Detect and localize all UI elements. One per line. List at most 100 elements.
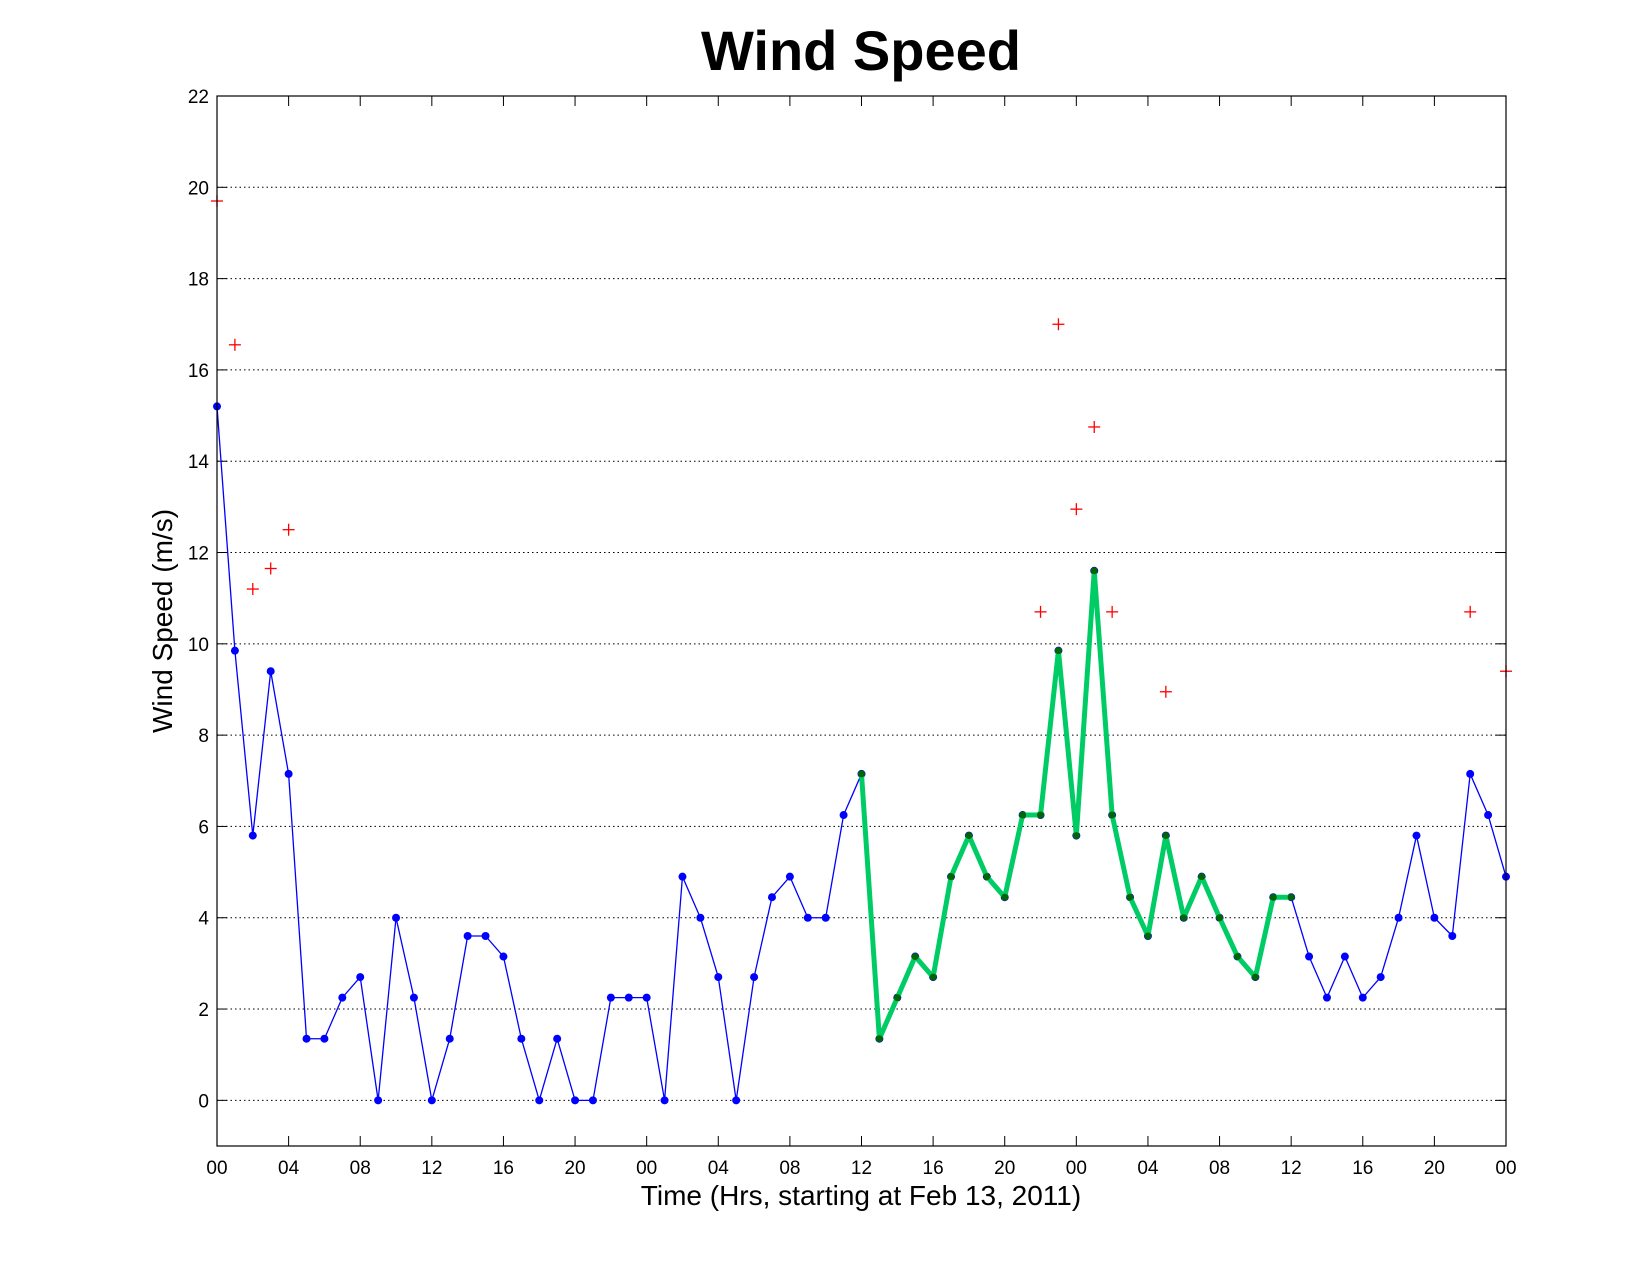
green-data-point [929,973,937,981]
x-tick-label: 20 [994,1158,1015,1179]
green-data-point [1233,953,1241,961]
x-tick-label: 08 [1209,1158,1230,1179]
y-tick-label: 4 [198,909,209,930]
blue-data-point [427,1096,436,1105]
red-plus-marker [264,562,277,575]
green-data-point [1144,932,1152,940]
blue-data-point [1376,973,1385,982]
blue-data-point [445,1034,454,1043]
blue-data-point [588,1096,597,1105]
y-tick-label: 0 [198,1091,209,1112]
blue-data-point [606,993,615,1002]
blue-data-point [320,1034,329,1043]
red-plus-marker [246,583,259,596]
blue-data-point [571,1096,580,1105]
x-tick-label: 04 [1137,1158,1159,1179]
x-tick-label: 12 [1281,1158,1302,1179]
y-tick-label: 14 [188,452,210,473]
y-tick-label: 8 [198,726,209,747]
green-data-point [858,770,865,778]
blue-data-point [1412,831,1421,840]
x-tick-label: 12 [851,1158,872,1179]
green-data-point [965,832,973,840]
x-tick-label: 16 [923,1158,944,1179]
y-tick-label: 22 [188,87,209,108]
red-plus-marker [1034,605,1047,618]
red-plus-marker [282,523,295,536]
blue-data-point [284,769,293,778]
green-data-point [1162,832,1170,840]
green-data-point [1126,893,1134,901]
blue-data-point [750,973,759,982]
red-plus-marker [1464,605,1477,618]
blue-data-point [732,1096,741,1105]
x-tick-label: 20 [564,1158,585,1179]
blue-data-point [785,872,794,881]
green-data-point [911,953,919,961]
y-tick-label: 16 [188,361,209,382]
blue-data-point [660,1096,669,1105]
x-tick-label: 16 [1352,1158,1373,1179]
series-layer [211,195,1512,1105]
red-plus-marker [1088,420,1101,433]
y-axis-label: Wind Speed (m/s) [147,509,178,733]
blue-data-point [535,1096,544,1105]
green-data-point [1072,832,1080,840]
green-data-point [947,873,955,881]
blue-data-point [463,932,472,940]
green-data-point [893,994,901,1002]
green-data-point [1108,811,1116,819]
green-data-point [1019,811,1027,819]
green-data-point [1269,893,1277,901]
blue-data-point [553,1034,562,1043]
x-tick-label: 00 [206,1158,227,1179]
blue-data-point [678,872,687,881]
blue-data-point [767,893,776,902]
x-tick-label: 12 [421,1158,442,1179]
blue-data-point [230,646,239,655]
blue-data-point [1394,913,1403,922]
green-data-point [1251,973,1259,981]
x-tick-label: 04 [708,1158,730,1179]
red-plus-marker [1159,685,1172,698]
plot-frame [216,95,1507,1147]
green-data-point [1180,914,1188,922]
x-tick-label: 00 [1066,1158,1087,1179]
blue-data-point [714,973,723,982]
blue-data-point [1322,993,1331,1002]
green-data-point [1090,567,1098,575]
blue-data-point [481,932,490,940]
y-tick-label: 10 [188,635,209,656]
ticks-layer: 0 2 4 6 8 10 12 14 16 18 20 22 00 04 08 12 16 20 00 04 08 12 1… [188,87,1517,1179]
green-data-point [1287,893,1295,901]
blue-data-point [839,811,848,820]
blue-data-point [642,993,651,1002]
x-axis-label: Time (Hrs, starting at Feb 13, 2011) [641,1180,1081,1211]
blue-data-point [374,1096,383,1105]
blue-data-point [1305,952,1314,961]
blue-data-point [803,913,812,922]
blue-data-point [499,952,508,961]
blue-data-point [1448,932,1457,940]
green-data-point [983,873,991,881]
x-tick-label: 00 [636,1158,657,1179]
green-data-point [1054,647,1062,655]
blue-data-point [248,831,257,840]
y-tick-label: 6 [198,817,209,838]
y-tick-label: 2 [198,1000,209,1021]
blue-data-point [302,1034,311,1043]
blue-data-point [1358,993,1367,1002]
blue-data-point [1340,952,1349,961]
chart-title: Wind Speed [701,19,1021,82]
x-tick-label: 20 [1424,1158,1445,1179]
blue-data-point [696,913,705,922]
blue-data-point [409,993,418,1002]
red-plus-marker [228,338,241,351]
blue-data-point [392,913,401,922]
green-data-point [1216,914,1224,922]
red-plus-marker [1070,503,1083,516]
blue-data-point [1466,769,1475,778]
blue-data-point [624,993,633,1002]
